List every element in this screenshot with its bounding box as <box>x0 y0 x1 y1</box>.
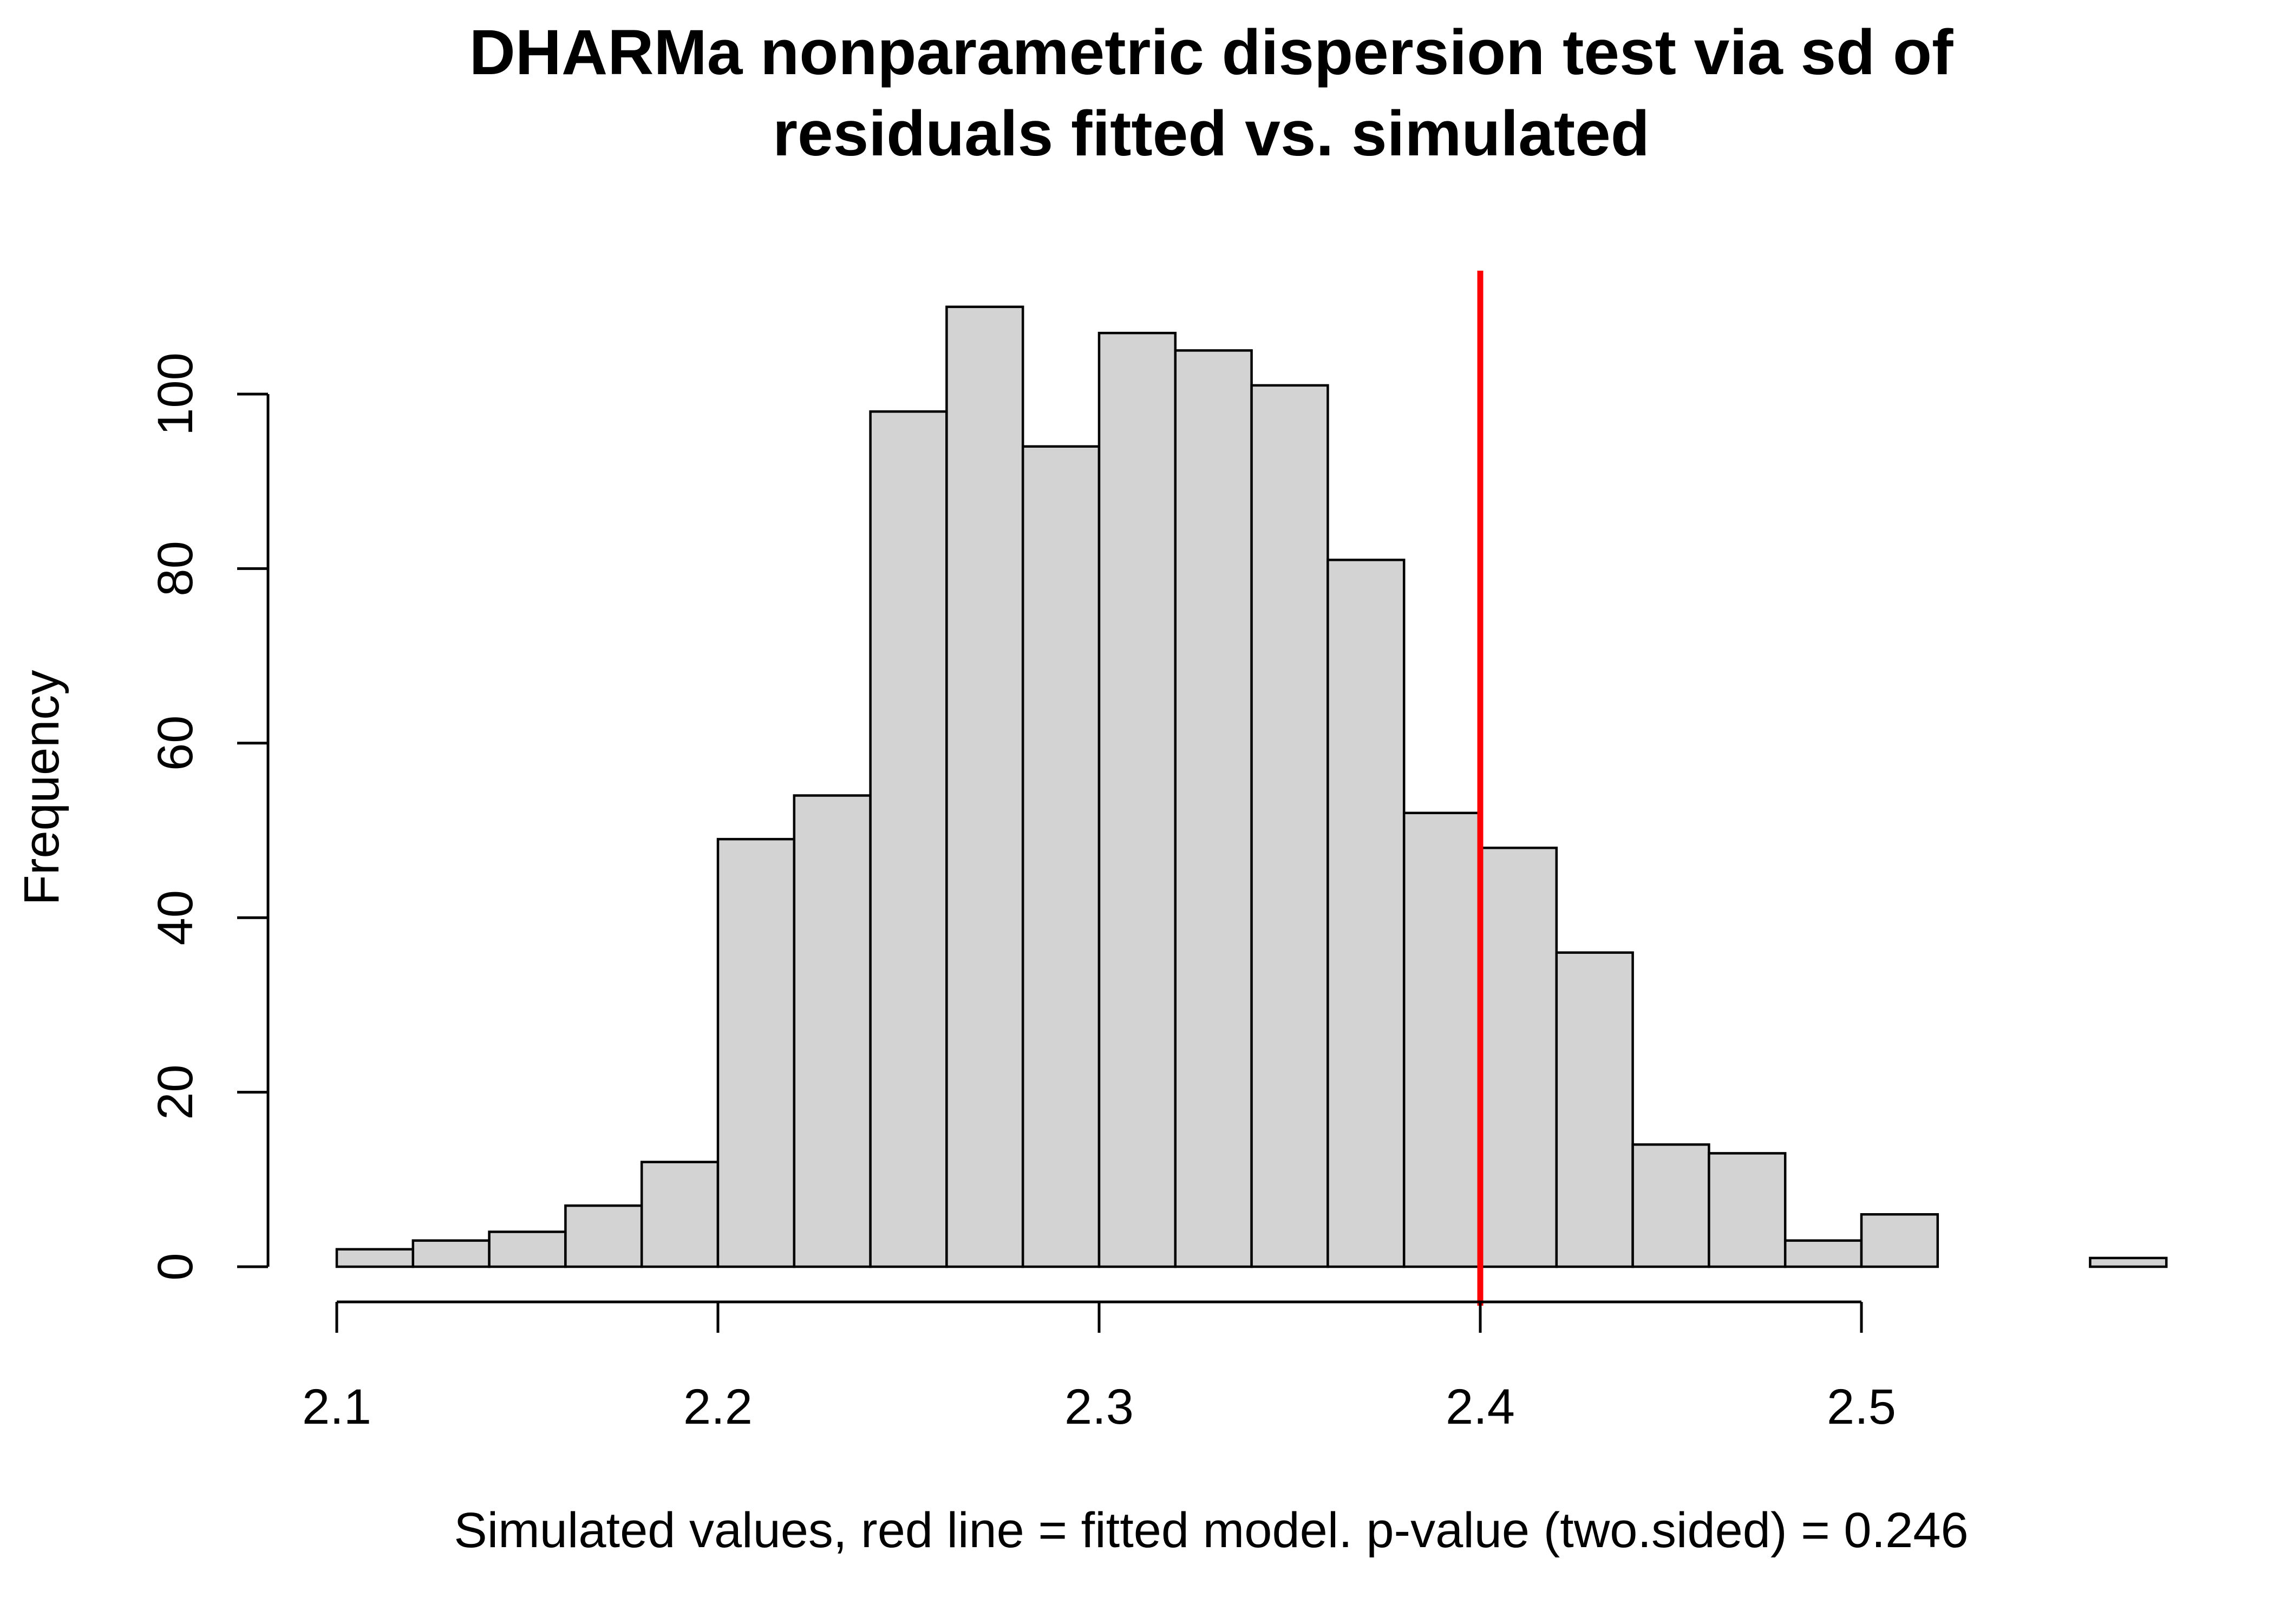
histogram-bar <box>1631 1143 1710 1268</box>
x-tick-label: 2.3 <box>1064 1379 1134 1435</box>
histogram-bar <box>1250 384 1329 1268</box>
histogram-bar <box>411 1239 491 1268</box>
histogram-bar <box>1174 349 1253 1268</box>
histogram-bar <box>1097 331 1177 1268</box>
x-tick-label: 2.1 <box>302 1379 371 1435</box>
histogram-bar <box>869 410 948 1268</box>
x-tick-label: 2.2 <box>683 1379 753 1435</box>
histogram-bar <box>564 1204 643 1268</box>
histogram-bar <box>1479 846 1558 1268</box>
histogram-bar <box>1860 1213 1939 1268</box>
histogram-bar <box>1402 811 1482 1268</box>
histogram-bar <box>488 1230 567 1268</box>
histogram-bar <box>793 794 872 1268</box>
x-axis-label: Simulated values, red line = fitted mode… <box>454 1503 1968 1558</box>
x-tick-label: 2.5 <box>1827 1379 1896 1435</box>
chart-title-line-1: DHARMa nonparametric dispersion test via… <box>469 17 1953 88</box>
histogram-bar <box>1783 1239 1863 1268</box>
y-tick-label: 100 <box>148 352 203 436</box>
y-tick-label: 0 <box>148 1253 203 1280</box>
histogram-bar <box>2089 1256 2168 1268</box>
histogram-bars <box>335 305 2168 1268</box>
y-axis-label: Frequency <box>14 670 69 906</box>
y-tick-label: 60 <box>148 716 203 771</box>
histogram-bar <box>1327 559 1406 1268</box>
histogram-bar <box>1555 951 1634 1268</box>
histogram-bar <box>1021 445 1101 1268</box>
y-tick-label: 40 <box>148 890 203 945</box>
x-tick-label: 2.4 <box>1446 1379 1515 1435</box>
histogram-bar <box>335 1248 415 1268</box>
x-axis: 2.1 2.2 2.3 2.4 2.5 <box>302 1300 1896 1435</box>
y-tick-label: 80 <box>148 541 203 596</box>
chart-title-line-2: residuals fitted vs. simulated <box>773 98 1650 169</box>
histogram-bar <box>640 1161 720 1268</box>
y-tick-label: 20 <box>148 1064 203 1119</box>
histogram-bar <box>716 837 796 1268</box>
histogram-bar <box>1708 1152 1787 1268</box>
histogram-bar <box>945 305 1024 1268</box>
y-axis: 0 20 40 60 80 100 <box>148 352 270 1281</box>
